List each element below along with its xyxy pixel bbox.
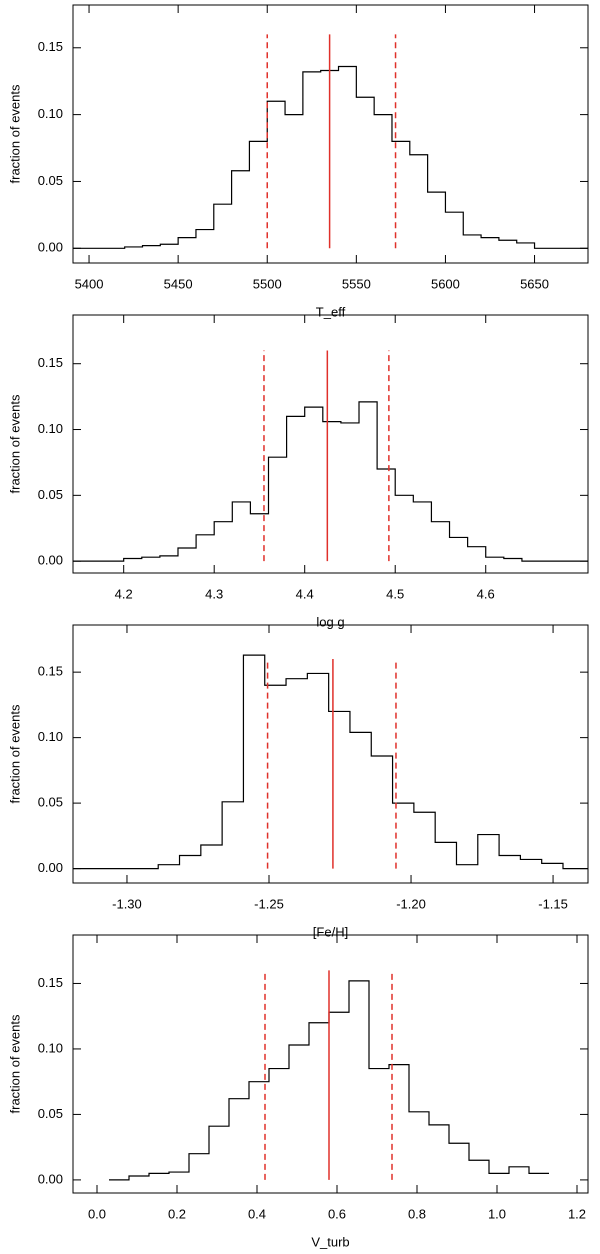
x-tick-label: 0.0: [88, 1206, 106, 1221]
x-axis-label: T_eff: [316, 304, 346, 319]
plot-frame: [72, 934, 589, 1194]
x-tick-label: 1.2: [568, 1206, 586, 1221]
y-tick-label: 0.15: [38, 975, 63, 990]
x-tick-label: 0.8: [408, 1206, 426, 1221]
y-tick-label: 0.10: [38, 421, 63, 436]
x-tick-label: -1.30: [112, 896, 142, 911]
y-tick-label: 0.10: [38, 1040, 63, 1055]
x-tick-label: 0.4: [248, 1206, 266, 1221]
y-axis-label: fraction of events: [7, 394, 22, 493]
x-tick-label: -1.20: [396, 896, 426, 911]
x-tick-label: 0.2: [168, 1206, 186, 1221]
histogram-step: [73, 401, 588, 562]
x-tick-label: 4.6: [477, 586, 495, 601]
y-tick-label: 0.05: [38, 173, 63, 188]
x-tick-label: 1.0: [488, 1206, 506, 1221]
x-tick-label: 5650: [520, 276, 549, 291]
x-tick-label: 5450: [164, 276, 193, 291]
x-tick-label: 5400: [75, 276, 104, 291]
x-tick-label: 5600: [431, 276, 460, 291]
y-tick-label: 0.00: [38, 1171, 63, 1186]
plot-frame: [72, 4, 589, 264]
y-axis-label: fraction of events: [7, 704, 22, 803]
y-tick-label: 0.10: [38, 106, 63, 121]
y-tick-label: 0.05: [38, 1106, 63, 1121]
plot-frame: [72, 314, 589, 574]
x-tick-label: 4.4: [296, 586, 314, 601]
y-tick-label: 0.00: [38, 553, 63, 568]
x-tick-label: 4.5: [386, 586, 404, 601]
y-tick-label: 0.15: [38, 355, 63, 370]
x-axis-label: log g: [316, 614, 344, 629]
x-tick-label: 4.2: [115, 586, 133, 601]
y-tick-label: 0.05: [38, 795, 63, 810]
plot-frame: [72, 624, 589, 884]
x-tick-label: -1.25: [254, 896, 284, 911]
x-tick-label: 4.3: [205, 586, 223, 601]
x-tick-label: 0.6: [328, 1206, 346, 1221]
y-axis-label: fraction of events: [7, 84, 22, 183]
y-axis-label: fraction of events: [7, 1014, 22, 1113]
x-tick-label: -1.15: [538, 896, 568, 911]
y-tick-label: 0.05: [38, 487, 63, 502]
y-tick-label: 0.00: [38, 240, 63, 255]
histogram-step: [73, 65, 588, 249]
y-tick-label: 0.15: [38, 664, 63, 679]
x-tick-label: 5500: [253, 276, 282, 291]
x-axis-label: V_turb: [311, 1234, 349, 1249]
x-tick-label: 5550: [342, 276, 371, 291]
y-tick-label: 0.00: [38, 860, 63, 875]
y-tick-label: 0.10: [38, 729, 63, 744]
x-axis-label: [Fe/H]: [313, 924, 348, 939]
histogram-step: [73, 654, 588, 870]
y-tick-label: 0.15: [38, 39, 63, 54]
